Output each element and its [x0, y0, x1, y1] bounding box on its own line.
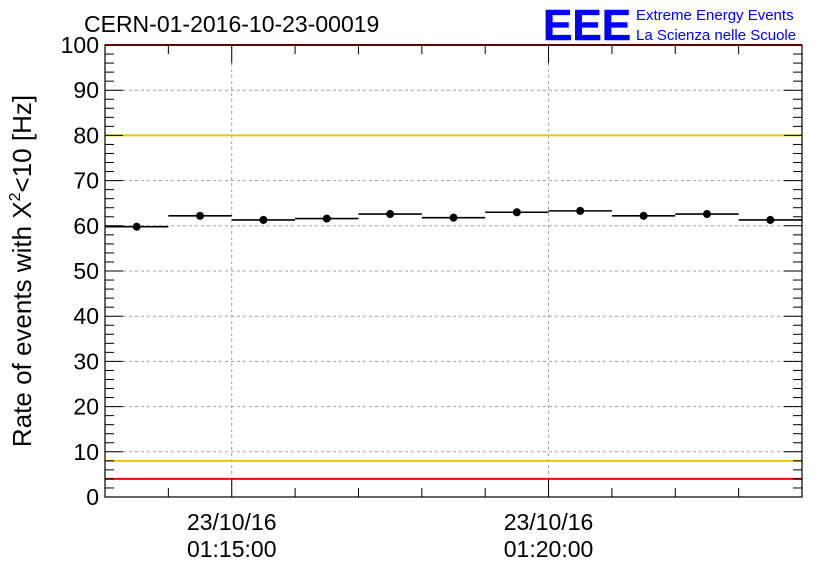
- reference-lines: [105, 44, 802, 480]
- data-point: [576, 206, 585, 215]
- y-axis-label: Rate of events with X2<10 [Hz]: [7, 95, 37, 447]
- chart-title: CERN-01-2016-10-23-00019: [84, 11, 379, 37]
- axis-ticks: [104, 44, 803, 498]
- data-point: [766, 215, 775, 224]
- grid: [105, 45, 802, 497]
- y-tick-labels: 0 10 20 30 40 50 60 70 80 90 100: [61, 32, 99, 510]
- y-tick-label: 0: [86, 484, 99, 510]
- x-tick-label-date: 23/10/16: [187, 509, 277, 535]
- y-tick-label: 50: [73, 258, 99, 284]
- data-point: [196, 211, 205, 220]
- eee-logo-line2: La Scienza nelle Scuole: [636, 27, 796, 44]
- eee-logo: EEE Extreme Energy Events La Scienza nel…: [543, 1, 796, 51]
- y-tick-label: 30: [73, 348, 99, 374]
- x-tick-label-date: 23/10/16: [504, 509, 594, 535]
- data-point: [702, 210, 711, 219]
- y-tick-label: 90: [73, 77, 99, 103]
- x-tick-label-time: 01:15:00: [187, 536, 277, 562]
- y-axis-label-chi: X: [7, 201, 37, 218]
- eee-logo-line1: Extreme Energy Events: [636, 7, 794, 24]
- y-tick-label: 80: [73, 122, 99, 148]
- data-point: [512, 208, 521, 217]
- data-point: [639, 211, 648, 220]
- data-point: [322, 214, 331, 223]
- x-tick-label-time: 01:20:00: [504, 536, 594, 562]
- y-axis-label-prefix: Rate of events with: [7, 219, 37, 447]
- y-tick-label: 40: [73, 303, 99, 329]
- y-tick-label: 20: [73, 394, 99, 420]
- y-tick-label: 70: [73, 168, 99, 194]
- data-point: [449, 213, 458, 222]
- data-point: [386, 210, 395, 219]
- data-series: [105, 206, 802, 231]
- y-axis-label-suffix: <10 [Hz]: [7, 95, 37, 193]
- eee-logo-mark: EEE: [543, 1, 631, 50]
- y-tick-label: 100: [61, 32, 99, 58]
- y-tick-label: 60: [73, 213, 99, 239]
- y-tick-label: 10: [73, 439, 99, 465]
- y-axis-label-chi-sup: 2: [7, 192, 24, 201]
- data-point: [132, 222, 141, 231]
- data-point: [259, 215, 268, 224]
